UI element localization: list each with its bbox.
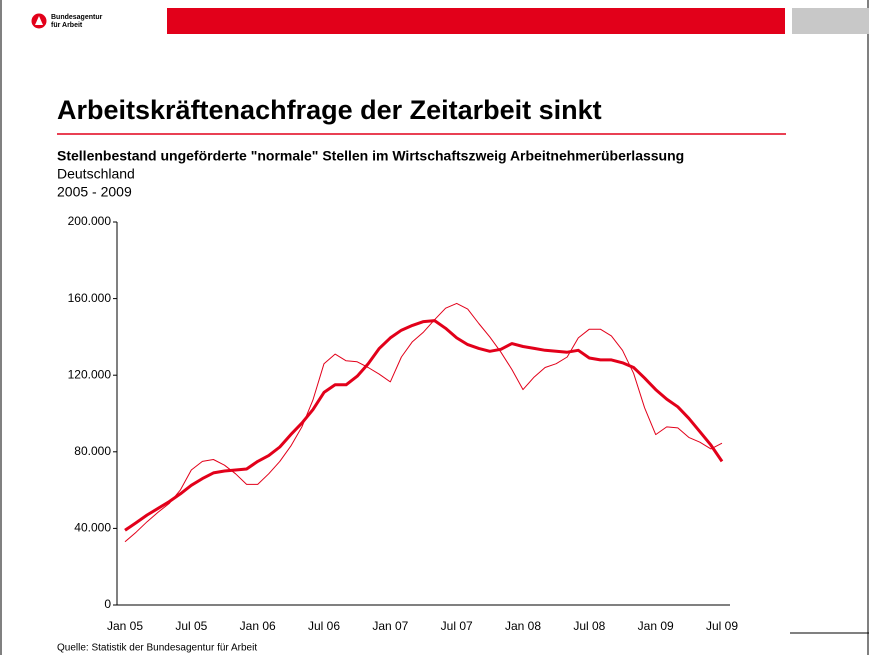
x-tick-label: Jul 09 — [706, 619, 738, 633]
period: 2005 - 2009 — [57, 184, 132, 200]
x-tick-label: Jul 05 — [175, 619, 207, 633]
region: Deutschland — [57, 166, 135, 182]
logo: Bundesagentur für Arbeit — [31, 13, 103, 29]
chart-title: Arbeitskräftenachfrage der Zeitarbeit si… — [57, 95, 602, 125]
y-tick-label: 120.000 — [68, 367, 112, 381]
x-tick-label: Jan 09 — [638, 619, 674, 633]
logo-mark — [35, 16, 43, 25]
x-tick-label: Jul 07 — [441, 619, 473, 633]
y-tick-label: 160.000 — [68, 291, 112, 305]
x-tick-label: Jan 07 — [372, 619, 408, 633]
source: Quelle: Statistik der Bundesagentur für … — [57, 643, 257, 654]
header-bar — [167, 8, 785, 34]
x-tick-label: Jan 06 — [240, 619, 276, 633]
x-tick-label: Jul 08 — [573, 619, 605, 633]
series-line — [124, 319, 724, 532]
y-tick-label: 40.000 — [74, 521, 111, 535]
y-tick-label: 0 — [104, 597, 111, 611]
y-tick-label: 200.000 — [68, 214, 112, 228]
y-tick-label: 80.000 — [74, 444, 111, 458]
x-tick-label: Jul 06 — [308, 619, 340, 633]
chart-subtitle: Stellenbestand ungeförderte "normale" St… — [57, 148, 684, 164]
x-tick-label: Jan 08 — [505, 619, 541, 633]
header-box — [792, 8, 869, 34]
series-line — [124, 302, 723, 543]
x-tick-label: Jan 05 — [107, 619, 143, 633]
logo-text: für Arbeit — [51, 22, 83, 29]
logo-text: Bundesagentur — [51, 14, 103, 21]
